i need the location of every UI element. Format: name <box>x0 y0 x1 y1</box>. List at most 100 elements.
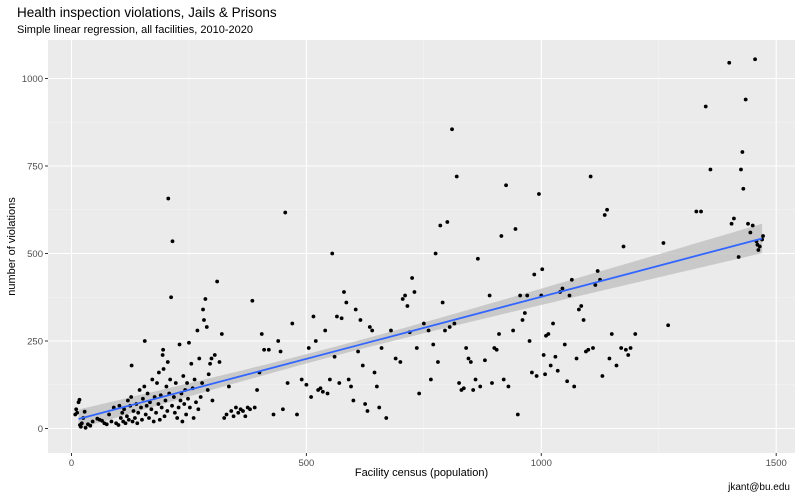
data-point <box>739 167 743 172</box>
data-point <box>761 234 765 238</box>
data-point <box>191 416 196 420</box>
data-point <box>281 407 285 412</box>
data-point <box>290 321 295 326</box>
y-tick-label: 250 <box>27 337 43 348</box>
data-point <box>266 347 271 352</box>
data-point <box>342 290 346 294</box>
data-point <box>607 356 612 361</box>
data-point <box>175 416 180 420</box>
data-point <box>335 314 339 319</box>
data-point <box>736 255 741 259</box>
data-point <box>450 127 454 132</box>
data-point <box>591 346 595 350</box>
data-point <box>398 360 403 364</box>
y-tick-label: 1000 <box>22 74 43 85</box>
data-point <box>478 384 483 389</box>
data-point <box>187 405 192 410</box>
data-point <box>740 150 745 154</box>
data-point <box>708 167 713 172</box>
data-point <box>600 374 605 378</box>
data-point <box>353 307 358 312</box>
data-point <box>412 290 417 294</box>
data-point <box>565 379 570 384</box>
data-point <box>363 402 368 406</box>
data-point <box>295 412 299 417</box>
data-point <box>490 381 494 385</box>
data-point <box>170 403 174 408</box>
data-point <box>551 321 555 326</box>
chart-title: Health inspection violations, Jails & Pr… <box>17 5 277 20</box>
data-point <box>743 97 748 102</box>
data-point <box>206 372 211 377</box>
data-point <box>178 398 183 403</box>
data-point <box>410 276 415 280</box>
data-point <box>436 360 440 364</box>
data-point <box>609 332 614 336</box>
data-point <box>349 384 353 389</box>
data-point <box>374 384 379 389</box>
data-point <box>194 400 198 405</box>
data-point <box>741 186 746 191</box>
data-point <box>140 417 144 422</box>
data-point <box>74 407 79 412</box>
data-point <box>330 251 335 256</box>
data-point <box>332 354 337 359</box>
y-axis-title: number of violations <box>6 197 18 296</box>
data-point <box>137 388 142 392</box>
data-point <box>426 328 431 333</box>
data-point <box>732 216 736 221</box>
data-point <box>212 353 217 357</box>
data-point <box>224 412 229 417</box>
data-point <box>440 300 445 305</box>
data-point <box>185 381 189 385</box>
data-point <box>504 183 508 188</box>
data-point <box>170 239 175 244</box>
data-point <box>428 377 433 382</box>
data-point <box>109 419 114 424</box>
data-point <box>248 407 252 412</box>
data-point <box>360 363 365 368</box>
minor-gridlines <box>48 40 795 453</box>
regression-line <box>78 237 763 420</box>
data-point <box>325 391 330 396</box>
plot-panel <box>48 40 795 453</box>
data-point <box>379 346 384 350</box>
data-point <box>457 381 461 385</box>
data-point <box>384 416 389 420</box>
data-point <box>142 339 147 343</box>
data-point <box>534 374 539 378</box>
data-point <box>154 410 158 415</box>
data-point <box>595 269 600 273</box>
data-point <box>176 405 181 410</box>
data-point <box>118 416 123 420</box>
data-point <box>208 361 212 366</box>
data-point <box>586 347 591 352</box>
data-point <box>574 356 579 361</box>
data-point <box>746 221 750 226</box>
data-point <box>243 414 248 419</box>
data-point <box>522 311 527 315</box>
data-point <box>483 358 487 363</box>
data-point <box>88 423 93 428</box>
data-point <box>487 293 492 298</box>
data-point <box>147 416 151 420</box>
data-point <box>187 340 191 345</box>
x-axis-title: Facility census (population) <box>355 467 488 479</box>
data-point <box>202 318 206 322</box>
data-point <box>156 402 161 406</box>
data-point <box>729 221 734 226</box>
data-point <box>77 397 82 402</box>
data-point <box>553 354 558 359</box>
data-point <box>518 293 523 298</box>
chart-subtitle: Simple linear regression, all facilities… <box>17 24 254 36</box>
data-point <box>205 388 210 392</box>
data-point <box>165 409 170 413</box>
data-point <box>569 277 574 282</box>
data-point <box>262 347 267 352</box>
data-point <box>83 425 88 430</box>
data-point <box>562 342 567 347</box>
data-point <box>236 410 241 415</box>
data-point <box>473 377 478 382</box>
data-point <box>125 398 130 403</box>
data-point <box>748 230 753 235</box>
